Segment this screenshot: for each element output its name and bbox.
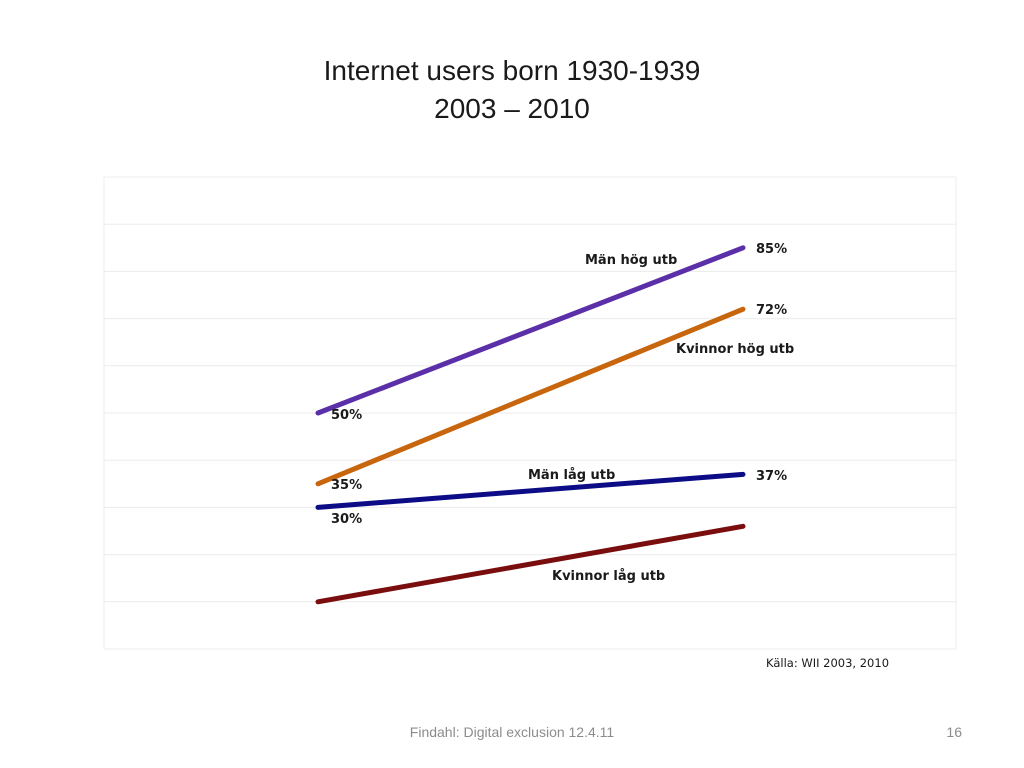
footer-text: Findahl: Digital exclusion 12.4.11 bbox=[409, 724, 615, 740]
data-label-start: 35% bbox=[331, 478, 362, 493]
chart-labels: Män hög utb Kvinnor hög utb Män låg utb Kvi… bbox=[331, 242, 794, 584]
data-label-start: 30% bbox=[331, 512, 362, 527]
chart-subtitle: 2003 – 2010 bbox=[434, 93, 590, 124]
chart-title-block: Internet users born 1930-1939 2003 – 201… bbox=[0, 52, 1024, 128]
series-name-label: Män hög utb bbox=[585, 253, 677, 268]
series-name-label: Kvinnor hög utb bbox=[676, 342, 794, 357]
source-note: Källa: WII 2003, 2010 bbox=[766, 656, 890, 670]
data-label-start: 50% bbox=[331, 408, 362, 423]
data-label-end: 37% bbox=[756, 469, 787, 484]
series-line bbox=[315, 306, 746, 487]
series-line bbox=[315, 523, 746, 605]
chart-title: Internet users born 1930-1939 bbox=[323, 55, 701, 86]
series-name-label: Kvinnor låg utb bbox=[552, 569, 665, 584]
series-name-label: Män låg utb bbox=[528, 468, 615, 483]
data-label-end: 72% bbox=[756, 303, 787, 318]
series-line bbox=[315, 471, 746, 510]
page-number: 16 bbox=[946, 724, 962, 740]
series-line bbox=[315, 245, 746, 416]
data-label-end: 85% bbox=[756, 242, 787, 257]
chart-series-lines bbox=[315, 245, 746, 605]
chart-gridlines bbox=[103, 176, 957, 650]
